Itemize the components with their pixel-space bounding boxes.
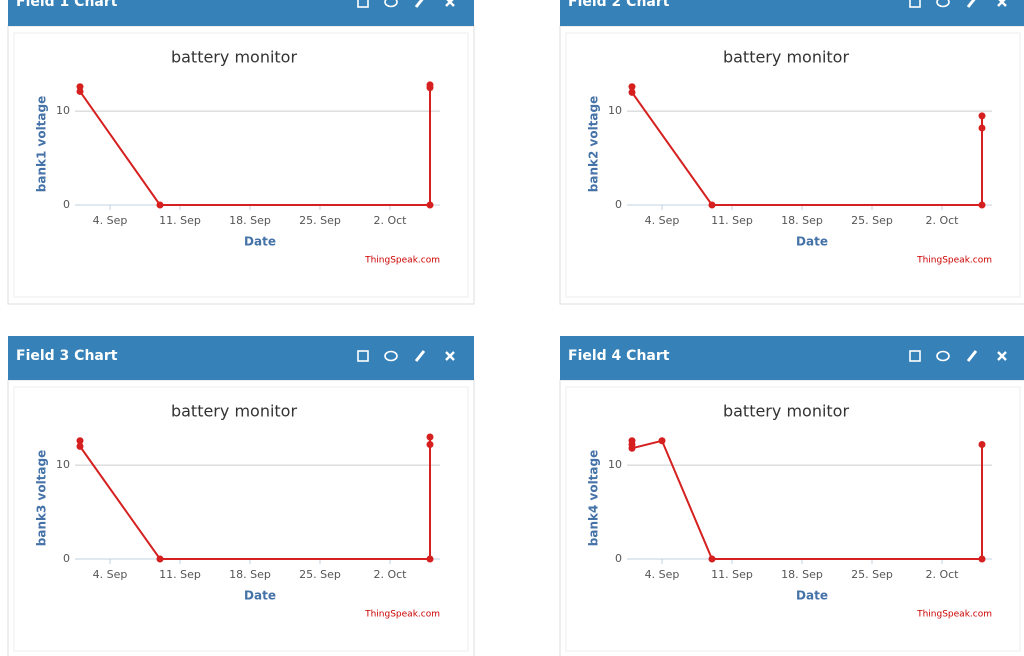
x-tick-label: 11. Sep — [711, 568, 753, 581]
x-axis-label: Date — [244, 235, 276, 249]
y-tick-label: 10 — [56, 104, 70, 117]
data-point — [628, 88, 636, 96]
y-tick-label: 10 — [608, 458, 622, 471]
close-icon[interactable] — [445, 351, 455, 361]
x-tick-label: 25. Sep — [299, 214, 341, 227]
data-point — [978, 555, 986, 563]
data-point — [628, 444, 636, 452]
y-tick-label: 0 — [63, 198, 70, 211]
chart-panel: Field 3 Chart battery monitor bank3 voltag… — [7, 336, 475, 656]
data-point — [426, 201, 434, 209]
comment-icon[interactable] — [936, 350, 950, 362]
chart-panel: Field 1 Chart battery monitor bank1 voltag… — [7, 0, 475, 305]
comment-icon[interactable] — [384, 0, 398, 8]
x-tick-label: 2. Oct — [373, 214, 407, 227]
chart-title: battery monitor — [723, 402, 850, 421]
x-tick-label: 4. Sep — [645, 568, 680, 581]
x-tick-label: 11. Sep — [159, 568, 201, 581]
chart-title: battery monitor — [723, 48, 850, 67]
close-icon[interactable] — [997, 351, 1007, 361]
data-point — [708, 201, 716, 209]
x-tick-label: 4. Sep — [93, 568, 128, 581]
data-point — [156, 201, 164, 209]
panel-header — [560, 336, 1024, 380]
credit: ThingSpeak.com — [916, 610, 992, 620]
x-tick-label: 25. Sep — [851, 568, 893, 581]
x-tick-label: 25. Sep — [851, 214, 893, 227]
data-point — [426, 81, 434, 89]
x-tick-label: 18. Sep — [229, 568, 271, 581]
close-icon[interactable] — [997, 0, 1007, 7]
data-point — [978, 201, 986, 209]
data-point — [628, 83, 636, 91]
chart-title: battery monitor — [171, 402, 298, 421]
panel-title: Field 2 Chart — [568, 0, 670, 10]
credit: ThingSpeak.com — [916, 256, 992, 266]
x-tick-label: 4. Sep — [93, 214, 128, 227]
comment-icon[interactable] — [384, 350, 398, 362]
panel-title: Field 1 Chart — [16, 0, 118, 10]
data-point — [76, 442, 84, 450]
y-axis-label: bank3 voltage — [35, 450, 49, 546]
data-point — [426, 441, 434, 449]
x-tick-label: 2. Oct — [925, 568, 959, 581]
x-tick-label: 2. Oct — [373, 568, 407, 581]
y-axis-label: bank1 voltage — [35, 96, 49, 192]
x-tick-label: 25. Sep — [299, 568, 341, 581]
chart-title: battery monitor — [171, 48, 298, 67]
x-tick-label: 18. Sep — [781, 568, 823, 581]
y-tick-label: 10 — [56, 458, 70, 471]
data-point — [426, 555, 434, 563]
x-tick-label: 18. Sep — [229, 214, 271, 227]
x-tick-label: 11. Sep — [711, 214, 753, 227]
data-point — [658, 437, 666, 445]
x-tick-label: 11. Sep — [159, 214, 201, 227]
panel-inner — [13, 386, 469, 652]
credit: ThingSpeak.com — [364, 610, 440, 620]
data-point — [978, 112, 986, 120]
panel-header — [560, 0, 1024, 26]
y-tick-label: 0 — [615, 198, 622, 211]
x-tick-label: 18. Sep — [781, 214, 823, 227]
x-axis-label: Date — [796, 589, 828, 603]
data-point — [978, 441, 986, 449]
data-point — [156, 555, 164, 563]
open-icon[interactable] — [357, 350, 369, 362]
chart-panel: Field 4 Chart battery monitor bank4 voltag… — [559, 336, 1024, 656]
open-icon[interactable] — [909, 350, 921, 362]
edit-icon[interactable] — [966, 0, 976, 8]
panel-inner — [565, 32, 1021, 298]
panel-inner — [565, 386, 1021, 652]
data-point — [76, 87, 84, 95]
credit: ThingSpeak.com — [364, 256, 440, 266]
data-point — [708, 555, 716, 563]
y-tick-label: 0 — [615, 552, 622, 565]
y-tick-label: 0 — [63, 552, 70, 565]
chart-panel: Field 2 Chart battery monitor bank2 voltag… — [559, 0, 1024, 305]
data-point — [76, 437, 84, 445]
panel-inner — [13, 32, 469, 298]
panel-title: Field 3 Chart — [16, 348, 118, 364]
data-point — [426, 433, 434, 441]
x-axis-label: Date — [244, 589, 276, 603]
panel-title: Field 4 Chart — [568, 348, 670, 364]
edit-icon[interactable] — [414, 0, 424, 8]
y-axis-label: bank4 voltage — [587, 450, 601, 546]
y-axis-label: bank2 voltage — [587, 96, 601, 192]
open-icon[interactable] — [909, 0, 921, 8]
x-tick-label: 4. Sep — [645, 214, 680, 227]
data-point — [978, 124, 986, 132]
comment-icon[interactable] — [936, 0, 950, 8]
edit-icon[interactable] — [414, 350, 426, 362]
open-icon[interactable] — [357, 0, 369, 8]
x-tick-label: 2. Oct — [925, 214, 959, 227]
edit-icon[interactable] — [966, 350, 978, 362]
close-icon[interactable] — [445, 0, 455, 7]
y-tick-label: 10 — [608, 104, 622, 117]
x-axis-label: Date — [796, 235, 828, 249]
